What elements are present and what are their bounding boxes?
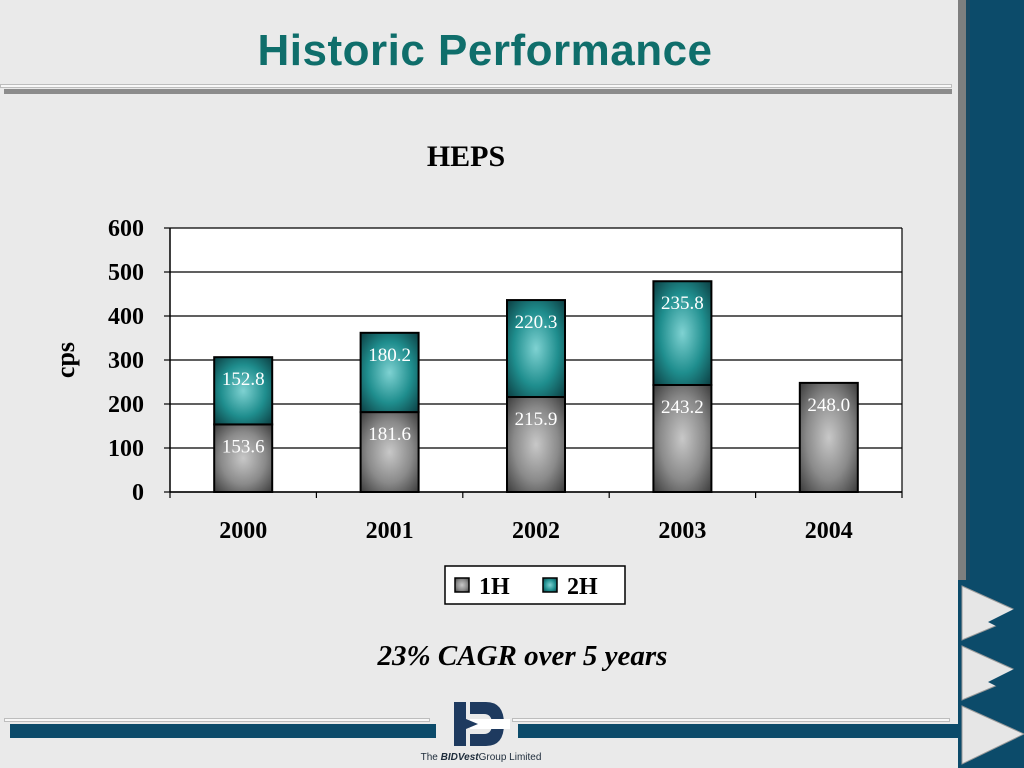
- data-label: 220.3: [515, 312, 558, 333]
- legend-label-1h: 1H: [479, 574, 510, 600]
- logo-caption-brand: BIDVest: [440, 752, 479, 763]
- logo-caption-prefix: The: [420, 752, 438, 763]
- y-tick-label: 400: [108, 304, 144, 330]
- corner-triangles: [958, 580, 1024, 768]
- y-tick-label: 200: [108, 392, 144, 418]
- x-tick-label: 2000: [219, 518, 267, 544]
- y-tick-label: 0: [132, 480, 144, 506]
- y-axis-label: cps: [51, 342, 80, 378]
- x-tick-label: 2002: [512, 518, 560, 544]
- bar-2h-2002: [506, 299, 566, 399]
- data-label: 243.2: [661, 397, 704, 418]
- legend-swatch-1h: [454, 577, 470, 593]
- bar-1h-2001: [359, 411, 420, 494]
- data-label: 248.0: [807, 395, 850, 416]
- bar-1h-2003: [652, 383, 713, 494]
- cagr-subtitle: 23% CAGR over 5 years: [377, 640, 668, 672]
- legend-swatch-2h: [542, 577, 558, 593]
- y-tick-label: 500: [108, 260, 144, 286]
- heps-chart: HEPS 0 100 200 300 400 500 600 cps 153.6 152.8 2000…: [51, 140, 903, 605]
- bar-2h-2001: [359, 331, 420, 414]
- footer-bar-right: [512, 718, 958, 738]
- x-tick-label: 2001: [366, 518, 414, 544]
- y-tick-label: 600: [108, 216, 144, 242]
- data-label: 181.6: [368, 424, 411, 445]
- bar-2h-2003: [652, 280, 713, 386]
- logo-caption-suffix: Group Limited: [478, 752, 542, 763]
- bar-1h-2000: [213, 423, 274, 493]
- bar-1h-2002: [506, 396, 566, 493]
- slide-title: Historic Performance: [257, 26, 713, 75]
- y-tick-label: 100: [108, 436, 144, 462]
- title-rule: [0, 84, 952, 94]
- bar-1h-2004: [798, 381, 859, 494]
- legend-box: [444, 565, 626, 605]
- bidvest-logo-mark: [454, 702, 510, 746]
- data-label: 153.6: [222, 436, 265, 457]
- footer-bar-left: [4, 718, 436, 738]
- legend-label-2h: 2H: [567, 574, 598, 600]
- x-tick-label: 2003: [658, 518, 706, 544]
- chart-title: HEPS: [427, 140, 505, 173]
- data-label: 235.8: [661, 293, 704, 314]
- data-label: 180.2: [368, 345, 411, 366]
- y-tick-label: 300: [108, 348, 144, 374]
- data-label: 152.8: [222, 369, 265, 390]
- bidvest-logo: The BIDVestGroup Limited: [416, 700, 546, 768]
- bar-2h-2000: [213, 356, 274, 426]
- x-tick-label: 2004: [805, 518, 853, 544]
- logo-caption: The BIDVestGroup Limited: [416, 752, 546, 763]
- data-label: 215.9: [515, 409, 558, 430]
